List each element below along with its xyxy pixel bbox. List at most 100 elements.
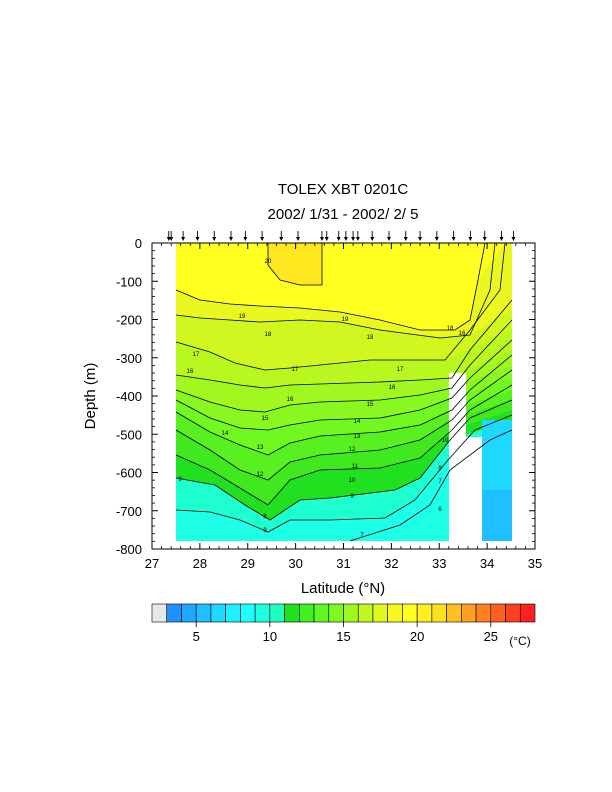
contour-17: [175, 243, 506, 371]
fill-band-east-colder: [482, 490, 512, 541]
station-arrowhead: [434, 237, 439, 241]
station-arrowhead: [243, 237, 248, 241]
temperature-fill-area: [152, 243, 535, 549]
y-tick-label: -700: [116, 504, 142, 519]
x-tick-label: 33: [432, 556, 446, 571]
contour-label: 7: [438, 479, 442, 485]
colorbar-swatch: [446, 603, 462, 623]
colorbar-swatch: [387, 603, 403, 623]
y-tick-label: -800: [116, 542, 142, 557]
y-axis-label: Depth (m): [82, 363, 99, 430]
contour-label: 12: [349, 447, 356, 453]
contour-label: 15: [367, 402, 374, 408]
colorbar-swatch: [505, 603, 521, 623]
contour-label: 16: [389, 385, 396, 391]
y-tick-label: -300: [116, 351, 142, 366]
contour-labels: 20 19 19 18 18 18 17 17 17 16 16 16 16 15 15 14 14 13 13 12…: [178, 259, 466, 539]
station-arrowhead: [169, 237, 174, 241]
contour-label: 10: [349, 478, 356, 484]
colorbar-unit: (°C): [509, 634, 530, 648]
contour-lines: [175, 243, 513, 542]
station-arrowhead: [386, 237, 391, 241]
contour-label: 17: [193, 352, 200, 358]
contour-10: [175, 399, 513, 521]
colorbar-swatch: [328, 603, 344, 623]
contour-label: 19: [342, 317, 349, 323]
contour-label: 20: [265, 259, 272, 265]
colorbar-swatch: [254, 603, 271, 623]
fill-band-20: [268, 243, 322, 285]
station-arrowhead: [228, 237, 233, 241]
station-arrowhead: [451, 237, 456, 241]
station-arrowhead: [511, 237, 516, 241]
contour-label: 13: [257, 445, 264, 451]
station-arrowhead: [181, 237, 186, 241]
y-axis: 0 -100 -200 -300 -400 -500 -600 -700 -800: [116, 236, 535, 557]
station-arrowhead: [351, 237, 356, 241]
contour-label: 18: [367, 335, 374, 341]
chart-subtitle: 2002/ 1/31 - 2002/ 2/ 5: [268, 206, 419, 223]
station-arrowhead: [355, 237, 360, 241]
station-arrowhead: [370, 237, 375, 241]
x-tick-label: 31: [336, 556, 350, 571]
colorbar-swatch: [416, 603, 433, 623]
station-arrowhead: [336, 237, 341, 241]
contour-label: 19: [239, 314, 246, 320]
station-markers: [166, 231, 516, 241]
contour-label: 7: [360, 533, 364, 539]
x-axis: 27 28 29 30 31 32 33 34 35: [145, 243, 542, 571]
x-tick-label: 27: [145, 556, 159, 571]
colorbar-swatch: [372, 603, 388, 623]
station-arrowhead: [195, 237, 200, 241]
contour-9: [175, 414, 513, 533]
station-arrowhead: [403, 237, 408, 241]
colorbar-label: 20: [410, 629, 424, 644]
station-arrowhead: [319, 237, 324, 241]
contour-label: 8: [438, 466, 442, 472]
fill-band-19: [176, 243, 505, 330]
x-tick-label: 34: [480, 556, 494, 571]
contour-label: 17: [397, 367, 404, 373]
y-tick-label: -600: [116, 466, 142, 481]
x-tick-label: 30: [288, 556, 302, 571]
colorbar-swatch: [519, 603, 536, 623]
contour-label: 16: [287, 397, 294, 403]
colorbar-swatch: [343, 603, 359, 623]
x-tick-label: 28: [193, 556, 207, 571]
contour-15: [175, 319, 513, 413]
contour-label: 9: [263, 528, 267, 534]
no-data-gap-1: [449, 373, 466, 541]
x-tick-label: 35: [528, 556, 542, 571]
colorbar-swatch: [431, 603, 447, 623]
station-arrowhead: [260, 237, 265, 241]
contour-label: 14: [354, 419, 361, 425]
colorbar-swatch: [269, 603, 285, 623]
station-arrowhead: [296, 237, 301, 241]
station-arrowhead: [212, 237, 217, 241]
contour-label: 9: [350, 494, 354, 500]
colorbar-label: 5: [193, 629, 200, 644]
contour-label: 14: [222, 431, 229, 437]
contour-11: [175, 384, 513, 506]
colorbar-swatch: [490, 603, 506, 623]
contour-label: 6: [438, 507, 442, 513]
colorbar: 5 10 15 20 25: [151, 603, 536, 644]
contour-14: [175, 339, 513, 431]
x-axis-label: Latitude (°N): [301, 580, 385, 597]
contour-20: [267, 243, 323, 286]
colorbar-swatch: [475, 603, 492, 623]
contour-label: 13: [354, 434, 361, 440]
contour-18: [175, 243, 496, 339]
x-tick-label: 29: [241, 556, 255, 571]
contour-label: 9: [178, 477, 182, 483]
colorbar-swatch: [210, 603, 226, 623]
station-arrowhead: [324, 237, 329, 241]
contour-label: 16: [187, 369, 194, 375]
colorbar-swatch: [299, 603, 315, 623]
chart-title: TOLEX XBT 0201C: [278, 181, 409, 198]
station-arrowhead: [499, 237, 504, 241]
no-data-gap-2: [466, 437, 482, 541]
station-arrowhead: [482, 237, 487, 241]
contour-12: [175, 369, 513, 481]
